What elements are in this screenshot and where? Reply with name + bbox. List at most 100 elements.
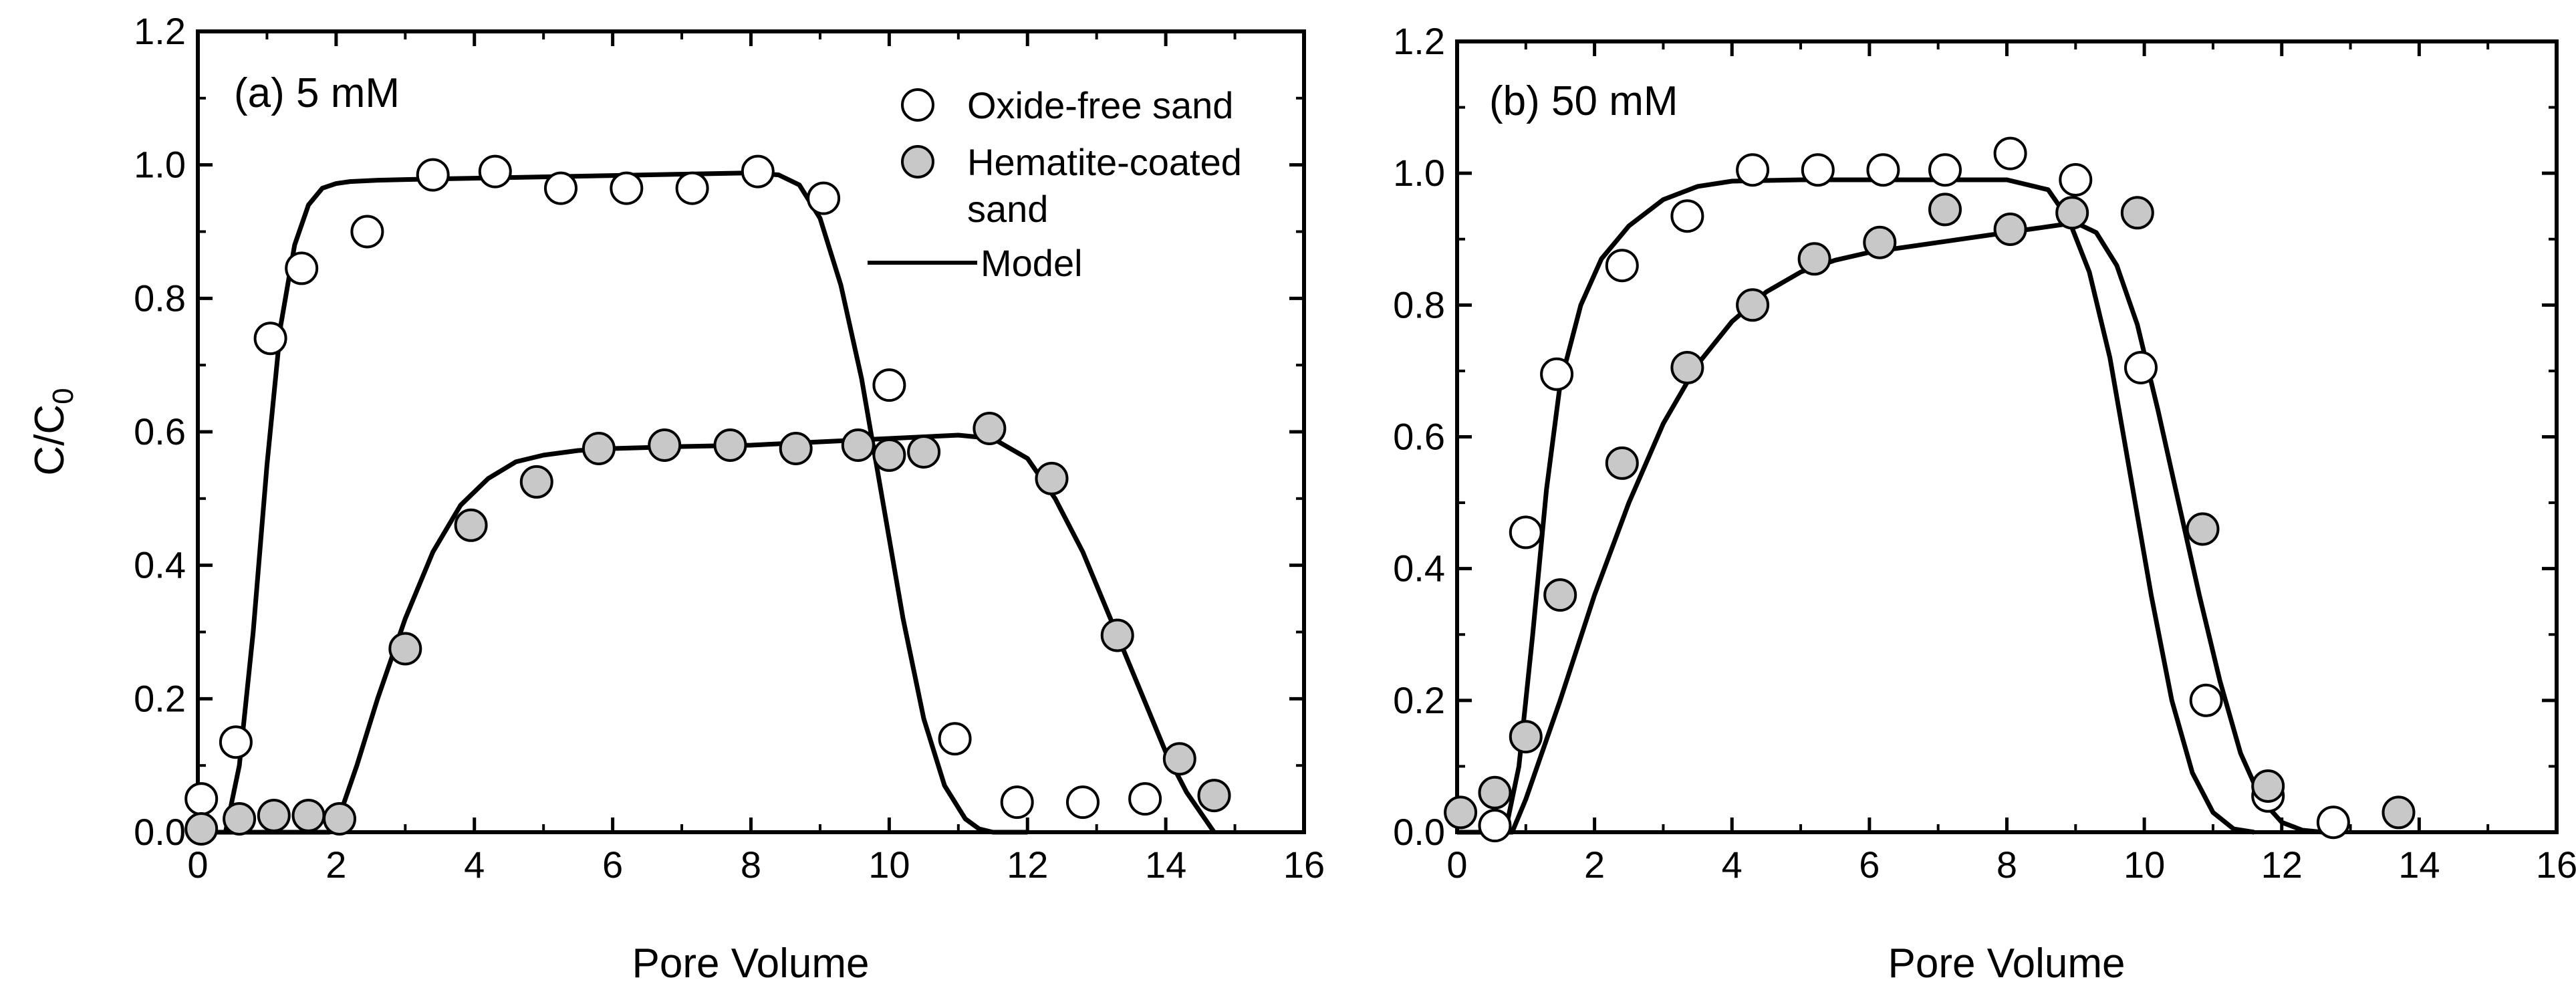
x-tick-label: 6: [1859, 844, 1880, 886]
hematite-marker: [1993, 213, 2027, 246]
legend: Oxide-free sand Hematite-coated sand Mod…: [868, 84, 1242, 284]
hematite-marker: [582, 432, 616, 465]
y-axis-title: C/C0: [27, 388, 80, 475]
oxide-free-marker: [610, 171, 644, 205]
panel-label: (a) 5 mM: [234, 70, 400, 116]
oxide-free-marker: [2189, 683, 2223, 717]
panel-a: 0.0 0.2 0.4 0.6 0.8 1.0 1.2 0 2 4 6 8 10 12 14 16 (a) …: [27, 10, 1325, 987]
y-tick-label: 1.0: [134, 144, 186, 186]
hematite-marker: [872, 438, 906, 472]
oxide-free-marker: [285, 251, 319, 285]
y-tick-label: 0.8: [134, 277, 186, 319]
panel-label: (b) 50 mM: [1489, 78, 1678, 124]
hematite-marker: [1478, 775, 1512, 809]
y-tick-label: 0.6: [134, 410, 186, 453]
x-axis-ticks: 0 2 4 6 8 10 12 14 16: [1446, 41, 2576, 886]
hematite-marker: [973, 412, 1007, 445]
y-tick-label: 0.2: [134, 677, 186, 719]
legend-marker-oxide-free: [901, 88, 934, 122]
oxide-free-marker: [1478, 809, 1512, 843]
oxide-free-marker: [1066, 785, 1100, 820]
oxide-free-marker: [1928, 153, 1962, 187]
y-tick-label: 0.6: [1393, 416, 1445, 458]
hematite-marker: [2381, 795, 2416, 830]
y-tick-label: 0.8: [1393, 283, 1445, 326]
x-tick-label: 4: [1722, 844, 1743, 886]
oxide-free-marker: [2124, 351, 2158, 384]
markers: [1444, 136, 2416, 843]
hematite-marker: [2055, 196, 2089, 230]
oxide-free-marker: [2316, 805, 2350, 840]
legend-marker-hematite: [901, 145, 934, 178]
oxide-free-marker: [253, 322, 287, 356]
oxide-free-marker: [416, 158, 450, 192]
oxide-free-marker: [807, 181, 841, 215]
y-axis-ticks: 0.0 0.2 0.4 0.6 0.8 1.0 1.2: [134, 10, 1304, 853]
hematite-marker: [257, 799, 291, 832]
hematite-marker: [2251, 769, 2285, 803]
oxide-free-marker: [1670, 199, 1704, 233]
hematite-marker: [1509, 720, 1543, 754]
y-tick-label: 0.4: [134, 544, 186, 586]
oxide-free-marker: [2059, 163, 2093, 197]
hematite-marker: [454, 508, 488, 542]
hematite-marker: [648, 428, 682, 462]
x-axis-title: Pore Volume: [632, 940, 870, 987]
oxide-free-marker: [478, 154, 512, 189]
model-curves: [1457, 177, 2323, 835]
hematite-marker: [291, 799, 326, 832]
oxide-free-marker: [1000, 785, 1034, 820]
model-curve: [198, 432, 1216, 835]
oxide-free-marker: [1866, 153, 1900, 187]
hematite-marker: [184, 812, 219, 846]
oxide-free-marker: [938, 722, 972, 756]
hematite-marker: [388, 632, 422, 666]
oxide-free-marker: [1993, 136, 2027, 170]
model-curve: [198, 170, 1028, 835]
x-tick-label: 4: [464, 844, 485, 886]
y-tick-label: 0.0: [1393, 811, 1445, 853]
oxide-free-marker: [219, 725, 253, 759]
hematite-marker: [779, 432, 813, 465]
y-tick-label: 1.2: [1393, 20, 1445, 62]
oxide-free-marker: [1736, 153, 1770, 187]
x-tick-label: 16: [2536, 844, 2576, 886]
hematite-marker: [223, 802, 257, 836]
y-tick-label: 1.0: [1393, 152, 1445, 194]
y-axis-title-sub: 0: [47, 388, 80, 404]
oxide-free-marker: [1509, 515, 1543, 549]
oxide-free-marker: [872, 368, 906, 402]
x-tick-label: 14: [2398, 844, 2440, 886]
legend-label-hematite-line1: Hematite-coated: [967, 141, 1242, 183]
y-axis-title-main: C/C: [27, 404, 73, 476]
hematite-marker: [1543, 578, 1577, 612]
hematite-marker: [1100, 618, 1134, 652]
hematite-marker: [713, 428, 747, 462]
legend-label-oxide-free: Oxide-free sand: [967, 84, 1233, 126]
hematite-marker: [519, 465, 553, 499]
x-tick-label: 8: [741, 844, 761, 886]
hematite-marker: [1736, 288, 1770, 322]
hematite-marker: [1035, 461, 1069, 495]
hematite-marker: [1197, 779, 1231, 813]
x-tick-label: 10: [2123, 844, 2165, 886]
markers: [184, 154, 1231, 846]
x-tick-label: 2: [1584, 844, 1605, 886]
hematite-marker: [1444, 795, 1478, 830]
x-tick-label: 14: [1145, 844, 1186, 886]
hematite-marker: [1863, 225, 1897, 259]
x-tick-label: 8: [1997, 844, 2017, 886]
oxide-free-marker: [1605, 249, 1639, 283]
oxide-free-marker: [1128, 782, 1162, 816]
hematite-marker: [1670, 351, 1704, 384]
y-tick-label: 0.2: [1393, 679, 1445, 721]
y-tick-label: 0.0: [134, 811, 186, 853]
hematite-marker: [2186, 512, 2220, 546]
y-tick-label: 1.2: [134, 10, 186, 52]
x-tick-label: 2: [326, 844, 346, 886]
hematite-marker: [1797, 242, 1831, 276]
oxide-free-marker: [1540, 357, 1574, 391]
x-tick-label: 12: [1007, 844, 1048, 886]
oxide-free-marker: [1801, 153, 1835, 187]
